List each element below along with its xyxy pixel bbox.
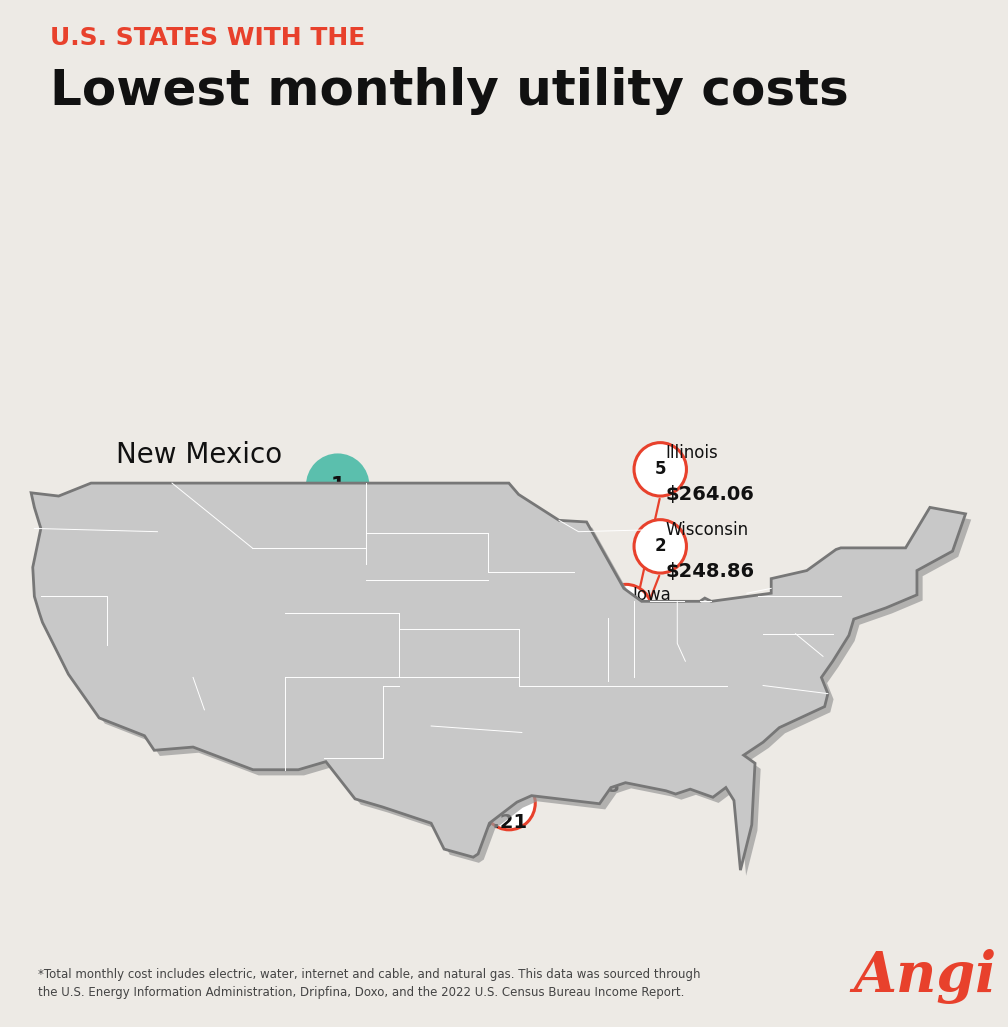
Point bbox=[562, 739, 579, 756]
Circle shape bbox=[565, 658, 618, 712]
Text: $248.86: $248.86 bbox=[665, 562, 754, 581]
Text: 7: 7 bbox=[503, 794, 515, 812]
Point bbox=[444, 722, 460, 738]
Point bbox=[624, 615, 640, 632]
Text: North Dakota: North Dakota bbox=[531, 736, 642, 755]
Circle shape bbox=[634, 520, 686, 573]
Text: 8: 8 bbox=[453, 718, 465, 736]
Text: $273.98: $273.98 bbox=[531, 777, 620, 797]
Polygon shape bbox=[31, 483, 966, 870]
Point bbox=[299, 632, 316, 648]
Text: $252.46: $252.46 bbox=[282, 652, 371, 672]
Point bbox=[506, 736, 522, 753]
Text: Illinois: Illinois bbox=[665, 444, 718, 462]
Text: 4: 4 bbox=[586, 676, 598, 694]
Text: 9: 9 bbox=[516, 754, 528, 772]
Circle shape bbox=[370, 548, 422, 602]
Text: Lowest monthly utility costs: Lowest monthly utility costs bbox=[50, 67, 849, 115]
Circle shape bbox=[483, 776, 535, 830]
Circle shape bbox=[432, 700, 485, 754]
Text: Kansas: Kansas bbox=[438, 772, 497, 791]
Text: Colorado: Colorado bbox=[270, 546, 344, 565]
Circle shape bbox=[600, 584, 652, 638]
Point bbox=[611, 672, 627, 688]
Text: $269.01: $269.01 bbox=[338, 739, 426, 759]
Point bbox=[587, 690, 603, 707]
Circle shape bbox=[432, 615, 485, 669]
Text: $266.21: $266.21 bbox=[438, 813, 527, 833]
Point bbox=[489, 665, 505, 682]
Text: $266.09: $266.09 bbox=[632, 626, 721, 646]
Text: 1: 1 bbox=[331, 476, 345, 496]
Text: 3: 3 bbox=[453, 633, 465, 651]
Polygon shape bbox=[37, 489, 971, 876]
Point bbox=[483, 702, 499, 719]
Circle shape bbox=[307, 455, 368, 517]
Text: Angi: Angi bbox=[854, 949, 997, 1004]
Point bbox=[382, 649, 398, 665]
Circle shape bbox=[496, 736, 548, 790]
Text: $247.62: $247.62 bbox=[116, 498, 293, 536]
Text: $262.42: $262.42 bbox=[599, 700, 687, 720]
Text: Iowa: Iowa bbox=[632, 585, 670, 604]
Text: Nebraska: Nebraska bbox=[338, 698, 416, 717]
Circle shape bbox=[634, 443, 686, 496]
Text: New Mexico: New Mexico bbox=[116, 442, 282, 469]
Text: 6: 6 bbox=[620, 602, 632, 620]
Text: 2: 2 bbox=[654, 537, 666, 556]
Text: 5: 5 bbox=[654, 460, 666, 479]
Text: U.S. STATES WITH THE: U.S. STATES WITH THE bbox=[50, 26, 366, 49]
Text: 10: 10 bbox=[385, 566, 407, 584]
Text: Wisconsin: Wisconsin bbox=[665, 521, 748, 539]
Text: $264.06: $264.06 bbox=[665, 485, 754, 504]
Text: $275.36: $275.36 bbox=[270, 587, 359, 607]
Text: South Dakota: South Dakota bbox=[282, 611, 394, 630]
Text: Minnesota: Minnesota bbox=[599, 659, 684, 678]
Text: *Total monthly cost includes electric, water, internet and cable, and natural ga: *Total monthly cost includes electric, w… bbox=[38, 968, 701, 999]
